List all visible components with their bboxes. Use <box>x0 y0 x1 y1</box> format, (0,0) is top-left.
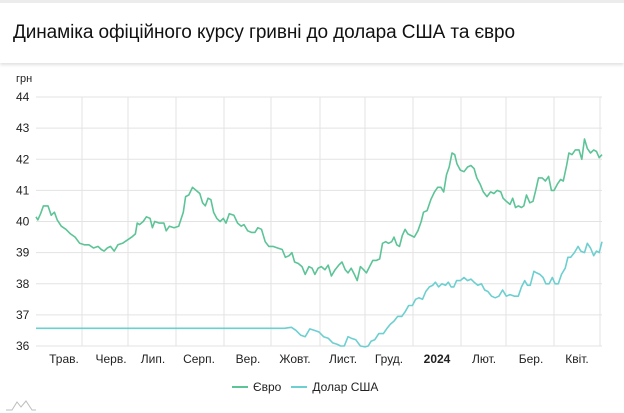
mountains-logo-icon <box>6 400 36 411</box>
chart-title: Динаміка офіційного курсу гривні до дола… <box>13 22 515 43</box>
x-tick-label: Вер. <box>236 352 261 366</box>
x-tick-label: Черв. <box>95 352 126 366</box>
legend-swatch-usd <box>291 386 308 388</box>
x-tick-label: 2024 <box>424 352 451 366</box>
euro-series-line[interactable] <box>35 138 603 282</box>
y-tick-label: 37 <box>16 308 30 322</box>
legend-swatch-euro <box>232 386 248 388</box>
legend-item-usd[interactable]: Долар США <box>291 380 378 394</box>
x-tick-label: Жовт. <box>279 352 310 366</box>
y-tick-label: 36 <box>16 339 30 353</box>
usd-series-line[interactable] <box>36 241 603 348</box>
x-tick-label: Квіт. <box>565 352 589 366</box>
x-tick-label: Лип. <box>141 352 165 366</box>
x-tick-label: Трав. <box>49 352 79 366</box>
x-tick-label: Лист. <box>329 352 357 366</box>
x-axis-ticks: Трав. Черв. Лип. Серп. Вер. Жовт. Лист. Груд. 20… <box>49 352 589 366</box>
y-tick-label: 39 <box>16 246 30 260</box>
chart-header: Динаміка офіційного курсу гривні до дола… <box>0 0 624 63</box>
x-tick-label: Серп. <box>183 352 215 366</box>
legend-label-euro: Євро <box>253 380 282 394</box>
y-tick-label: 40 <box>16 215 30 229</box>
chart-grid <box>36 96 602 347</box>
y-axis-ticks: 36 37 38 39 40 41 42 43 44 <box>16 90 30 353</box>
y-tick-label: 38 <box>16 277 30 291</box>
x-tick-label: Груд. <box>375 352 403 366</box>
y-tick-label: 42 <box>16 152 30 166</box>
y-tick-label: 44 <box>16 90 30 104</box>
chart-series <box>35 138 603 348</box>
legend-item-euro[interactable]: Євро <box>232 380 281 394</box>
legend-label-usd: Долар США <box>312 380 379 394</box>
y-tick-label: 43 <box>16 121 30 135</box>
y-tick-label: 41 <box>16 183 30 197</box>
x-tick-label: Бер. <box>519 352 544 366</box>
y-axis-unit-label: грн <box>16 73 33 85</box>
chart-legend: Євро Долар США <box>232 380 388 394</box>
x-tick-label: Лют. <box>472 352 496 366</box>
